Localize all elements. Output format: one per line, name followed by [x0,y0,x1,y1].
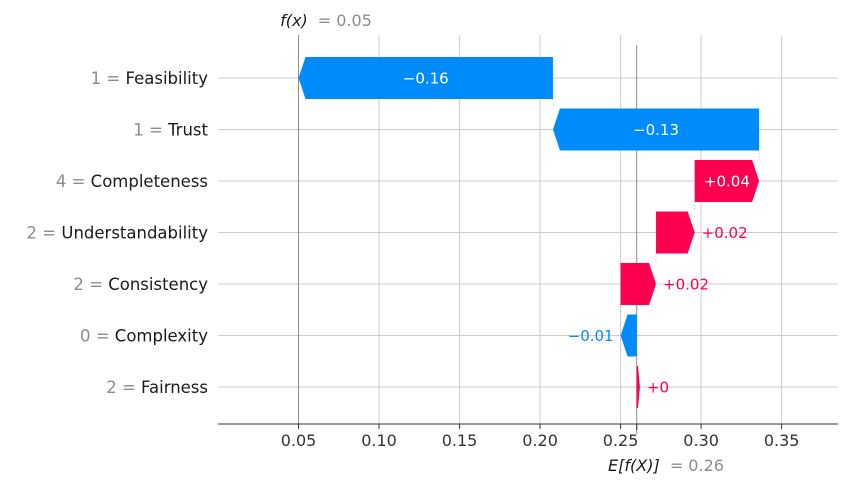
feature-equals: = [84,275,108,294]
x-tick-label: 0.20 [522,431,558,450]
feature-label: 2 = Fairness [106,378,208,397]
x-tick-label: 0.10 [361,431,397,450]
fx-value: = 0.05 [318,11,372,30]
contribution-label: +0.02 [702,224,748,242]
expected-value-value: = 0.26 [670,456,724,475]
feature-name: Trust [167,121,208,140]
feature-value: 2 [27,224,38,243]
contribution-label: +0.04 [704,173,750,191]
x-tick-label: 0.05 [281,431,317,450]
feature-equals: = [144,121,168,140]
feature-name: Understandability [61,224,208,243]
expected-value-label: E[f(X)] [608,456,660,475]
feature-name: Fairness [141,378,208,397]
expected-value-annotation: E[f(X)] = 0.26 [608,456,724,475]
feature-equals: = [90,327,114,346]
feature-value: 1 [133,121,144,140]
fx-label: f(x) [280,11,308,30]
feature-value: 2 [106,378,117,397]
feature-name: Complexity [115,327,208,346]
feature-label: 2 = Understandability [27,224,209,243]
contribution-label: +0 [647,379,669,397]
feature-equals: = [117,378,141,397]
negative-contribution-bar [298,57,553,99]
fx-annotation: f(x) = 0.05 [280,11,372,30]
feature-value: 1 [91,69,102,88]
positive-contribution-bar [620,263,657,305]
feature-label: 1 = Trust [133,121,208,140]
feature-value: 4 [56,172,67,191]
feature-name: Consistency [108,275,208,294]
feature-value: 2 [73,275,84,294]
feature-label: 2 = Consistency [73,275,208,294]
contribution-label: −0.01 [568,327,614,345]
vertical-gridlines [298,35,783,424]
contribution-label: +0.02 [663,276,709,294]
contribution-label: −0.16 [403,70,449,88]
feature-equals: = [37,224,61,243]
x-axis: 0.05 0.10 0.15 0.20 0.25 0.30 0.35 [218,423,838,450]
positive-contribution-bar [694,160,760,202]
x-tick-label: 0.15 [442,431,478,450]
feature-label: 0 = Complexity [80,327,208,346]
positive-contribution-bar [656,211,695,254]
x-tick-label: 0.25 [603,431,639,450]
fx-annotation-text: f(x) = 0.05 [280,11,372,30]
feature-value: 0 [80,327,91,346]
x-tick-label: 0.35 [764,431,800,450]
feature-equals: = [66,172,90,191]
contribution-bars: −0.16 −0.13 +0.04 +0.02 +0.02 −0.01 +0 [298,57,760,408]
feature-name: Feasibility [126,69,209,88]
feature-label: 4 = Completeness [56,172,208,191]
feature-equals: = [101,69,125,88]
x-tick-label: 0.30 [683,431,719,450]
feature-label: 1 = Feasibility [91,69,209,88]
negative-contribution-bar [552,108,760,151]
positive-contribution-bar [636,366,640,408]
feature-name: Completeness [91,172,208,191]
contribution-label: −0.13 [633,121,679,139]
expected-value-annotation-text: E[f(X)] = 0.26 [608,456,724,475]
negative-contribution-bar [620,314,637,357]
